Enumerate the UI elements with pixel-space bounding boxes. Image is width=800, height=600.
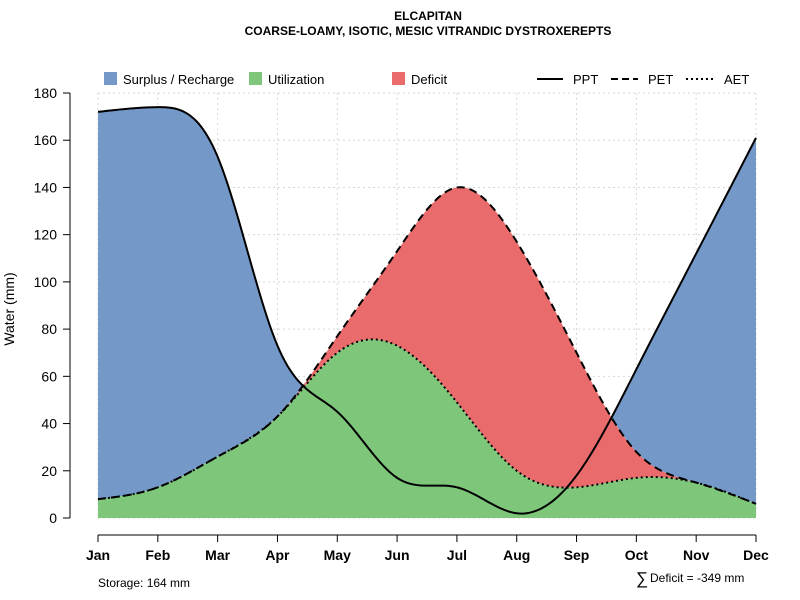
- areas: [98, 107, 756, 518]
- chart-title: ELCAPITAN: [394, 9, 462, 23]
- x-tick-label-jul: Jul: [447, 547, 467, 563]
- x-tick-label-nov: Nov: [683, 547, 710, 563]
- y-tick-label: 0: [49, 510, 57, 526]
- series-line-aet: [97, 338, 757, 505]
- x-tick-label-mar: Mar: [205, 547, 230, 563]
- legend-swatch-deficit: [392, 72, 405, 85]
- chart-subtitle: COARSE-LOAMY, ISOTIC, MESIC VITRANDIC DY…: [245, 24, 612, 38]
- y-tick-label: 160: [34, 132, 58, 148]
- y-tick-label: 40: [41, 416, 57, 432]
- x-tick-label-jan: Jan: [86, 547, 110, 563]
- area-surplus: [98, 107, 756, 504]
- x-tick-label-feb: Feb: [145, 547, 170, 563]
- y-tick-label: 80: [41, 321, 57, 337]
- x-tick-label-sep: Sep: [564, 547, 590, 563]
- storage-annotation: Storage: 164 mm: [98, 576, 190, 590]
- x-tick-label-oct: Oct: [625, 547, 649, 563]
- deficit-annotation: Deficit = -349 mm: [650, 571, 744, 585]
- y-tick-label: 100: [34, 274, 58, 290]
- x-tick-label-apr: Apr: [265, 547, 290, 563]
- legend-swatch-surplus: [104, 72, 117, 85]
- y-tick-label: 140: [34, 179, 58, 195]
- y-tick-label: 20: [41, 463, 57, 479]
- axes: 0 20 40 60 80 100 120 140 160 180 Jan Feb Mar Apr May J…: [34, 85, 769, 563]
- x-tick-label-may: May: [324, 547, 351, 563]
- legend-swatch-utilization: [249, 72, 262, 85]
- y-tick-label: 60: [41, 368, 57, 384]
- legend-label-utilization: Utilization: [268, 72, 324, 87]
- legend-label-aet: AET: [724, 72, 749, 87]
- y-axis-label: Water (mm): [1, 272, 17, 345]
- y-tick-label: 180: [34, 85, 58, 101]
- x-tick-label-dec: Dec: [743, 547, 769, 563]
- legend-label-deficit: Deficit: [411, 72, 448, 87]
- series-line-pet: [97, 186, 757, 505]
- legend: Surplus / Recharge Utilization Deficit P…: [104, 72, 749, 87]
- area-utilization: [98, 339, 756, 518]
- y-tick-label: 120: [34, 227, 58, 243]
- legend-label-ppt: PPT: [573, 72, 598, 87]
- legend-label-surplus: Surplus / Recharge: [123, 72, 234, 87]
- sum-symbol: ∑: [636, 569, 648, 588]
- legend-label-pet: PET: [648, 72, 673, 87]
- series-lines: [97, 106, 757, 515]
- area-deficit: [98, 187, 756, 504]
- series-line-ppt: [97, 106, 757, 515]
- x-tick-label-jun: Jun: [385, 547, 410, 563]
- x-tick-label-aug: Aug: [503, 547, 530, 563]
